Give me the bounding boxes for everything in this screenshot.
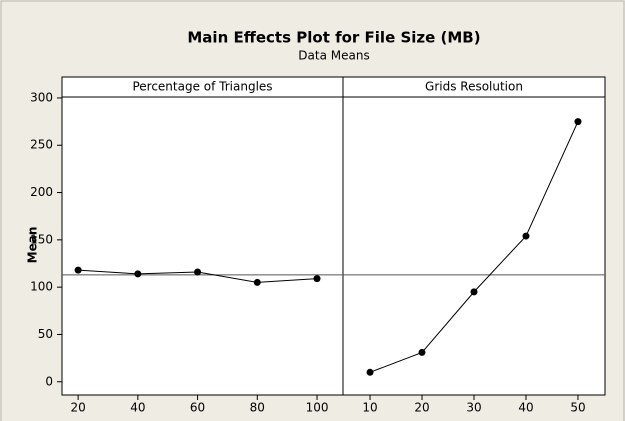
y-axis-label: Mean — [26, 227, 40, 264]
x-tick-label: 10 — [362, 401, 377, 415]
y-tick-label: 300 — [30, 90, 53, 104]
point — [74, 266, 82, 274]
x-tick-label: 30 — [466, 401, 481, 415]
y-tick-label: 50 — [38, 327, 53, 341]
point — [313, 275, 321, 283]
point — [418, 348, 426, 356]
point — [134, 270, 142, 278]
x-tick-label: 100 — [306, 401, 329, 415]
x-tick-label: 20 — [414, 401, 429, 415]
x-tick-label: 20 — [70, 401, 85, 415]
panel-title: Grids Resolution — [425, 80, 523, 94]
y-tick-label: 0 — [45, 374, 53, 388]
x-tick-label: 50 — [570, 401, 585, 415]
y-tick-label: 200 — [30, 185, 53, 199]
point — [574, 118, 582, 126]
point — [522, 232, 530, 240]
chart-subtitle: Data Means — [298, 49, 369, 63]
x-tick-label: 80 — [250, 401, 265, 415]
y-tick-label: 250 — [30, 138, 53, 152]
chart-title: Main Effects Plot for File Size (MB) — [187, 29, 480, 47]
point — [253, 278, 261, 286]
x-tick-label: 40 — [130, 401, 145, 415]
point — [366, 368, 374, 376]
y-tick-label: 100 — [30, 280, 53, 294]
x-tick-label: 40 — [518, 401, 533, 415]
panel-title: Percentage of Triangles — [132, 80, 272, 94]
x-tick-label: 60 — [190, 401, 205, 415]
point — [194, 268, 202, 276]
plot-area — [61, 76, 606, 396]
point — [470, 288, 478, 296]
y-tick-label: 150 — [30, 232, 53, 246]
